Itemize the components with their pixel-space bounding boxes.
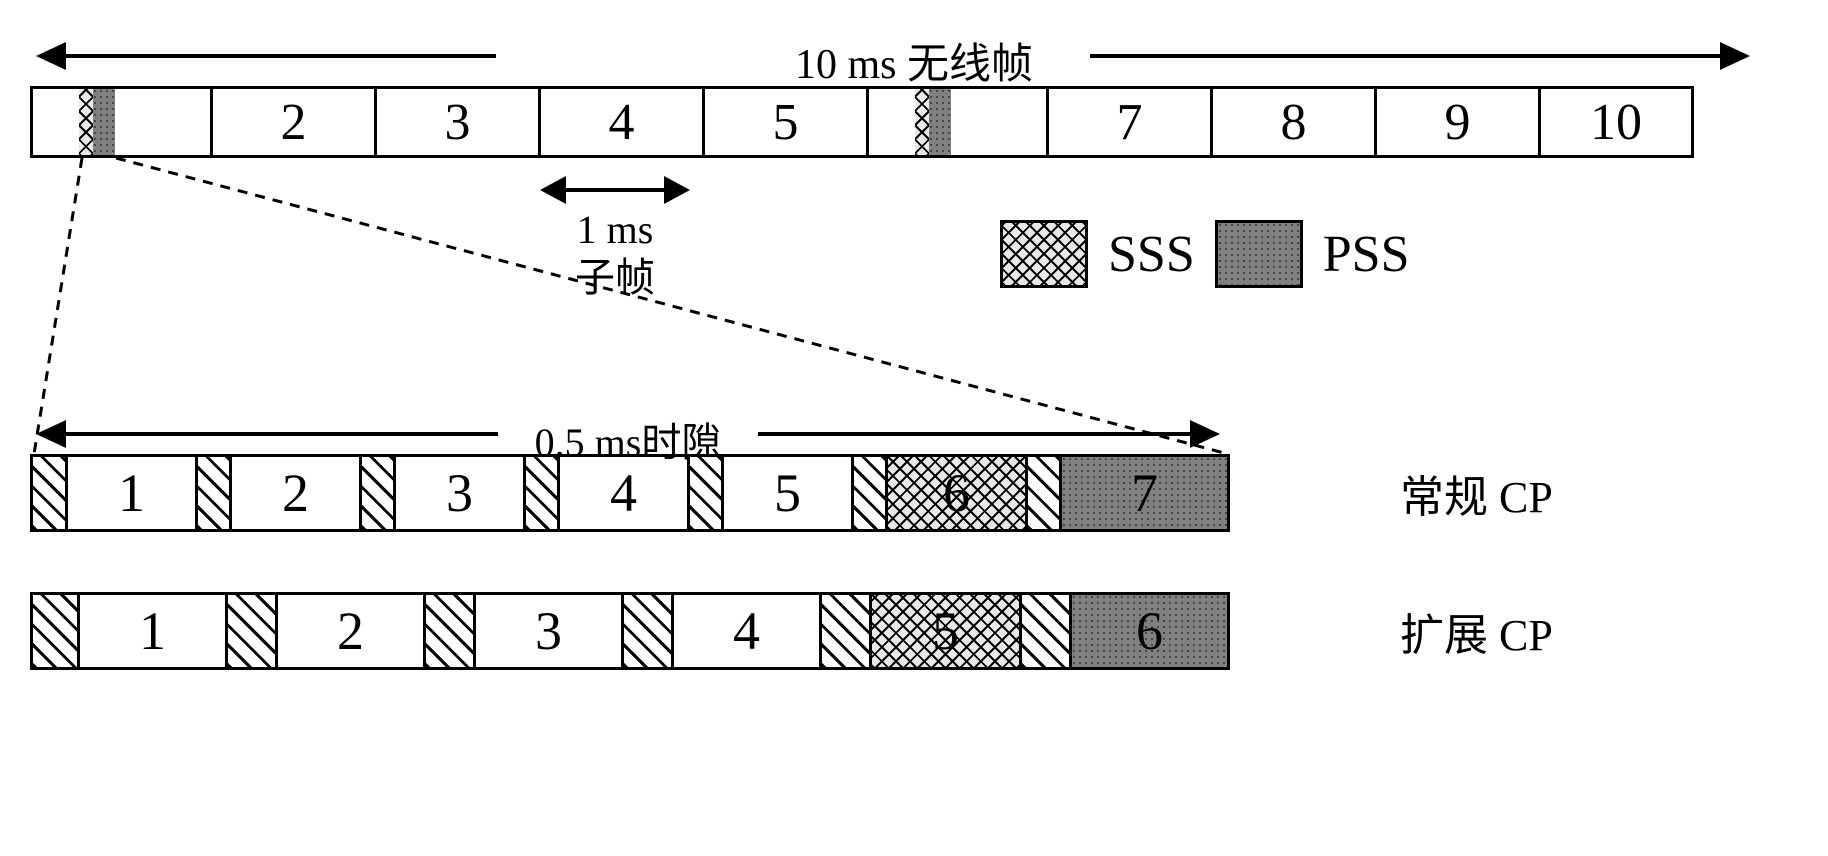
ofdm-symbol: 4: [674, 592, 822, 670]
radio-frame: 2345 78910: [30, 86, 1694, 158]
ofdm-symbol: 1: [80, 592, 228, 670]
ofdm-symbol: 3: [396, 454, 526, 532]
legend-label: SSS: [1108, 225, 1195, 284]
cyclic-prefix: [198, 454, 232, 532]
cyclic-prefix: [30, 454, 68, 532]
cyclic-prefix: [426, 592, 476, 670]
ofdm-symbol: 4: [560, 454, 690, 532]
cyclic-prefix: [1022, 592, 1072, 670]
subframe: [33, 89, 213, 155]
subframe: [869, 89, 1049, 155]
sss-marker: [915, 89, 929, 155]
lte-frame-diagram: 10 ms 无线帧 234578910 1 ms 子帧 SSSPSS 0.5 m…: [30, 30, 1798, 670]
legend-swatch: [1215, 220, 1303, 288]
normal-cp-label: 常规 CP: [1400, 461, 1553, 525]
pss-marker: [93, 89, 115, 155]
pss-marker: [929, 89, 951, 155]
legend-label: PSS: [1323, 225, 1410, 284]
ofdm-symbol: 7: [1062, 454, 1230, 532]
ofdm-symbol: 2: [232, 454, 362, 532]
cyclic-prefix: [1028, 454, 1062, 532]
subframe-name-label: 子帧: [540, 256, 690, 300]
ofdm-symbol: 3: [476, 592, 624, 670]
normal-cp-row: 1234567: [30, 454, 1230, 532]
extended-cp-label: 扩展 CP: [1400, 599, 1553, 663]
ofdm-symbol: 1: [68, 454, 198, 532]
subframe: 3: [377, 89, 541, 155]
cyclic-prefix: [822, 592, 872, 670]
subframe: 4: [541, 89, 705, 155]
subframe: 2: [213, 89, 377, 155]
cyclic-prefix: [526, 454, 560, 532]
cyclic-prefix: [362, 454, 396, 532]
slot-detail: 0.5 ms时隙 1234567 常规 CP 123456 扩展 CP: [30, 408, 1798, 670]
ofdm-symbol: 2: [278, 592, 426, 670]
extended-cp-row: 123456: [30, 592, 1230, 670]
legend-swatch: [1000, 220, 1088, 288]
cyclic-prefix: [30, 592, 80, 670]
subframe: 7: [1049, 89, 1213, 155]
cyclic-prefix: [854, 454, 888, 532]
sss-marker: [79, 89, 93, 155]
subframe: 5: [705, 89, 869, 155]
ofdm-symbol: 5: [872, 592, 1022, 670]
ofdm-symbol: 6: [1072, 592, 1230, 670]
ofdm-symbol: 6: [888, 454, 1028, 532]
subframe: 8: [1213, 89, 1377, 155]
slot-duration-arrow: 0.5 ms时隙: [30, 408, 1798, 454]
subframe: 9: [1377, 89, 1541, 155]
subframe: 10: [1541, 89, 1691, 155]
frame-duration-label: 10 ms 无线帧: [795, 30, 1033, 91]
subframe-indicator: 1 ms 子帧: [540, 176, 690, 300]
subframe-duration-label: 1 ms: [540, 208, 690, 252]
legend: SSS PSS: [1000, 220, 1410, 288]
cyclic-prefix: [228, 592, 278, 670]
ofdm-symbol: 5: [724, 454, 854, 532]
cyclic-prefix: [624, 592, 674, 670]
frame-duration-arrow: 10 ms 无线帧: [30, 30, 1798, 80]
cyclic-prefix: [690, 454, 724, 532]
